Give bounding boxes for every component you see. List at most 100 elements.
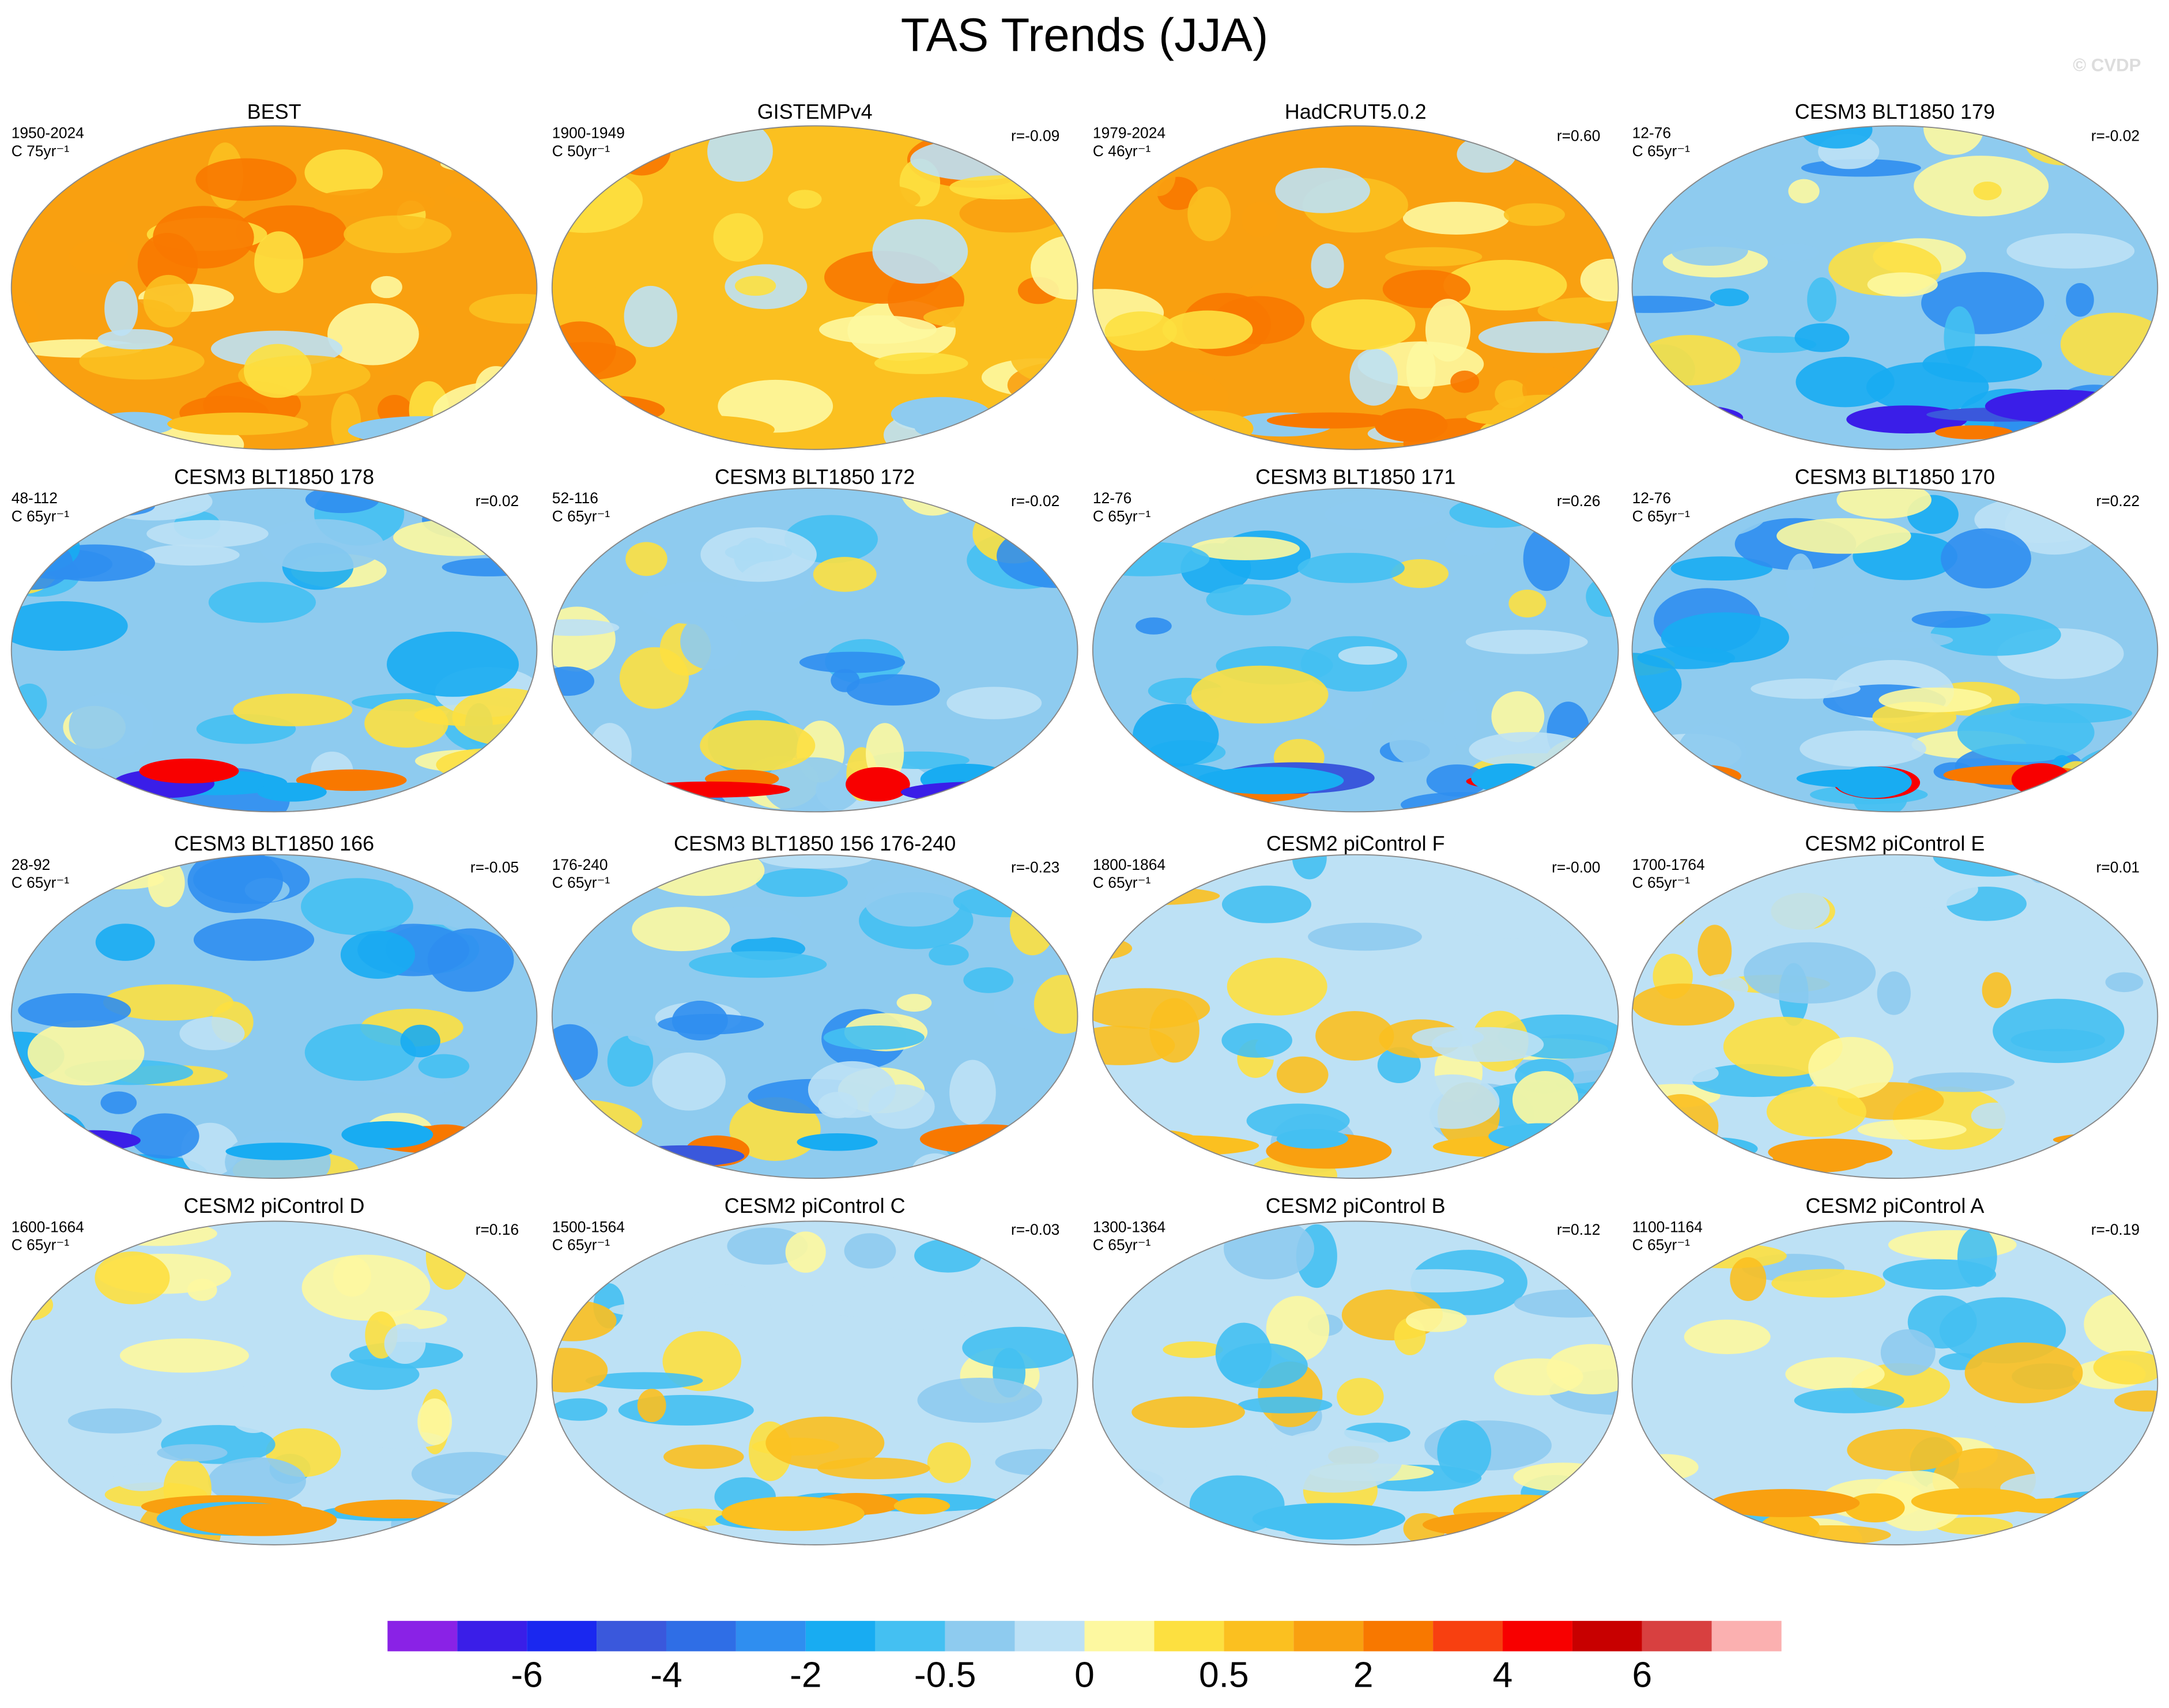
map-blob bbox=[1133, 704, 1219, 767]
map-blob bbox=[929, 785, 1024, 812]
panel-units: C 65yr⁻¹ bbox=[1093, 1236, 1151, 1254]
map-blob bbox=[417, 1398, 452, 1445]
map-blob bbox=[625, 542, 667, 576]
map-blob bbox=[418, 1054, 470, 1079]
map-blob bbox=[1315, 1011, 1394, 1061]
colorbar-label: 6 bbox=[1632, 1656, 1653, 1695]
map-blob bbox=[327, 303, 419, 365]
map-blob bbox=[844, 1233, 896, 1269]
colorbar-box bbox=[1572, 1620, 1642, 1652]
map-blob bbox=[304, 1024, 416, 1081]
map-blob bbox=[1238, 1397, 1333, 1413]
map-blob bbox=[12, 683, 47, 723]
map-blob bbox=[828, 184, 921, 213]
map-blob bbox=[1431, 1027, 1544, 1062]
map-blob bbox=[1223, 1221, 1315, 1280]
map-blob bbox=[79, 343, 205, 380]
map-blob bbox=[1163, 1341, 1223, 1358]
colorbar-label: -0.5 bbox=[914, 1656, 976, 1695]
map-blob bbox=[296, 769, 407, 791]
panel-units: C 65yr⁻¹ bbox=[1632, 507, 1691, 525]
map-blob bbox=[552, 606, 616, 672]
map-blob bbox=[632, 907, 730, 952]
map-blob bbox=[639, 582, 757, 625]
colorbar-box bbox=[1224, 1620, 1294, 1652]
panel-period: 1100-1164 bbox=[1632, 1218, 1703, 1235]
map-blob bbox=[1760, 1513, 1820, 1542]
panel-period: 1300-1364 bbox=[1093, 1218, 1165, 1235]
map-blob bbox=[2058, 761, 2096, 794]
panel-title: CESM2 piControl C bbox=[725, 1194, 906, 1217]
panel-units: C 65yr⁻¹ bbox=[12, 507, 70, 525]
panel-r: r=-0.09 bbox=[1011, 127, 1059, 144]
map-blob bbox=[310, 188, 436, 217]
map bbox=[11, 488, 537, 812]
map-blob bbox=[763, 757, 862, 812]
map-blob bbox=[1698, 925, 1732, 978]
colorbar-box bbox=[457, 1620, 527, 1652]
map-blob bbox=[11, 411, 112, 442]
map-blob bbox=[1136, 617, 1172, 635]
panel-title: CESM3 BLT1850 170 bbox=[1795, 465, 1995, 489]
map-blob bbox=[1908, 1072, 2015, 1092]
map-blob bbox=[1206, 584, 1291, 616]
map-blob bbox=[1973, 181, 2002, 201]
map-blob bbox=[1337, 1378, 1384, 1416]
map-blob bbox=[2114, 1390, 2158, 1412]
map-blob bbox=[1523, 526, 1570, 591]
map-blob bbox=[1673, 1500, 1730, 1545]
map-blob bbox=[1406, 1308, 1467, 1332]
map-blob bbox=[427, 928, 514, 992]
map-blob bbox=[927, 1442, 971, 1483]
panel-period: 12-76 bbox=[1632, 489, 1671, 507]
map-blob bbox=[1434, 1221, 1569, 1231]
map-blob bbox=[1518, 1499, 1599, 1522]
map-blob bbox=[900, 782, 1055, 803]
colorbar-label: 2 bbox=[1353, 1656, 1374, 1695]
map-blob bbox=[1311, 299, 1416, 350]
map-blob bbox=[1252, 1503, 1406, 1534]
map-blob bbox=[258, 519, 384, 572]
colorbar-box bbox=[1293, 1620, 1364, 1652]
panel-units: C 75yr⁻¹ bbox=[12, 142, 70, 160]
map-blob bbox=[914, 412, 1060, 443]
map-blob bbox=[552, 418, 624, 447]
map-blob bbox=[11, 410, 42, 438]
map-blob bbox=[1632, 404, 1744, 432]
map-blob bbox=[786, 429, 823, 450]
map-blob bbox=[374, 1076, 455, 1096]
panel-period: 12-76 bbox=[1632, 125, 1671, 142]
map-blob bbox=[119, 1338, 249, 1373]
map bbox=[1092, 126, 1619, 450]
map-blob bbox=[785, 1231, 826, 1273]
map-blob bbox=[1242, 202, 1278, 237]
colorbar-box bbox=[1503, 1620, 1572, 1652]
colorbar-box bbox=[1711, 1620, 1782, 1652]
panel-title: BEST bbox=[247, 100, 301, 123]
map-blob bbox=[1092, 1025, 1175, 1065]
map-blob bbox=[1221, 1023, 1292, 1058]
map-blob bbox=[1911, 1488, 2037, 1515]
map-blob bbox=[629, 781, 790, 798]
map-blob bbox=[1513, 1462, 1614, 1492]
map bbox=[11, 854, 537, 1179]
map-blob bbox=[1508, 589, 1546, 618]
map-outline bbox=[1631, 125, 2159, 450]
map-blob bbox=[1985, 390, 2133, 423]
panel-units: C 65yr⁻¹ bbox=[1093, 874, 1151, 891]
colorbar-box bbox=[1154, 1620, 1224, 1652]
map-blob bbox=[104, 281, 138, 336]
map-blob bbox=[1725, 884, 1830, 936]
map-blob bbox=[1766, 1086, 1866, 1137]
map-outline bbox=[1092, 487, 1619, 813]
panel-period: 1600-1664 bbox=[12, 1218, 84, 1235]
map-outline bbox=[1092, 1220, 1619, 1545]
colorbar-box bbox=[735, 1620, 806, 1652]
map-blob bbox=[333, 1256, 371, 1297]
map-outline bbox=[551, 1220, 1078, 1545]
map-blob bbox=[1191, 537, 1300, 560]
map-blob bbox=[1658, 795, 1766, 812]
map-blob bbox=[24, 401, 89, 417]
map-blob bbox=[667, 335, 793, 359]
map-blob bbox=[1794, 323, 1850, 352]
